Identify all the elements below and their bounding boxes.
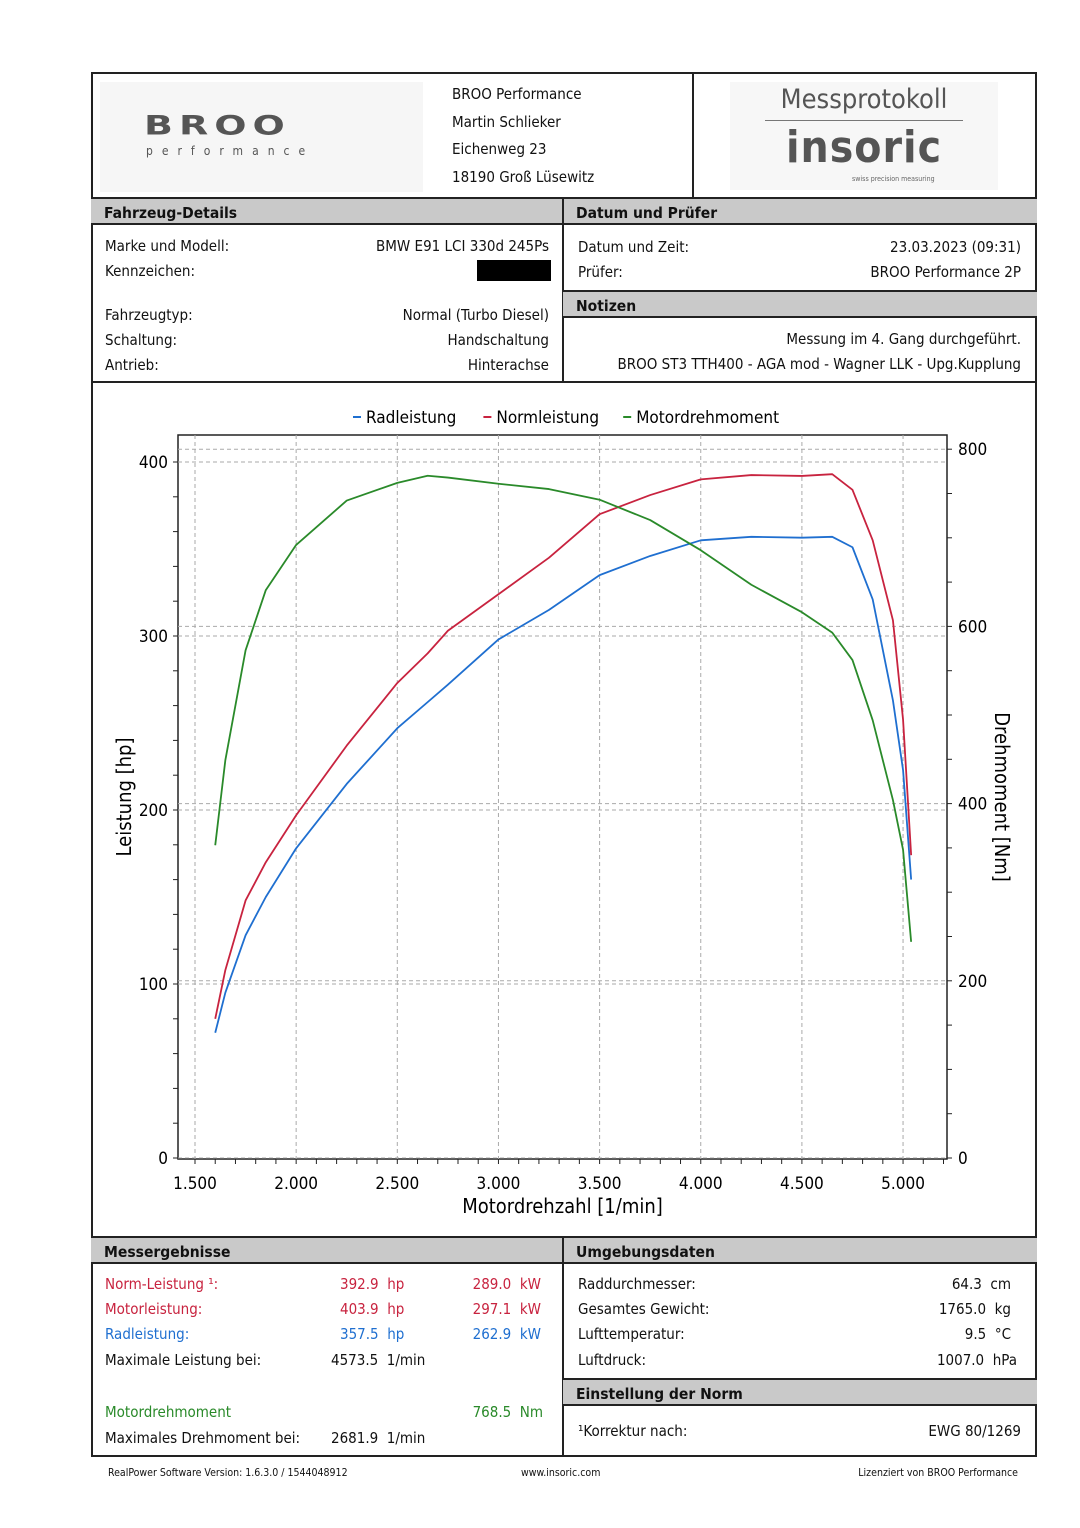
series-line-radleistung <box>214 535 913 1033</box>
divider <box>562 1236 564 1456</box>
series-line-normleistung <box>214 473 913 1019</box>
vehicle-model: BMW E91 LCI 330d 245Ps <box>376 237 549 255</box>
section-results: Messergebnisse <box>91 1236 564 1264</box>
label: Radleistung: <box>105 1325 190 1343</box>
norm-power-hp: 392.9 hp <box>340 1275 405 1293</box>
x-tick-label: 2.000 <box>274 1174 318 1194</box>
broo-logo: BROO performance <box>100 82 423 192</box>
note-line: Messung im 4. Gang durchgeführt. <box>786 330 1021 348</box>
engine-power-kw: 297.1 kW <box>472 1300 541 1318</box>
address-line: 18190 Groß Lüsewitz <box>452 168 595 186</box>
y2-tick-label: 200 <box>958 972 987 992</box>
x-tick-label: 4.000 <box>679 1174 723 1194</box>
y2-tick-label: 800 <box>958 440 987 460</box>
label: Luftdruck: <box>578 1351 647 1369</box>
label: Datum und Zeit: <box>578 238 690 256</box>
date-time: 23.03.2023 (09:31) <box>890 238 1021 256</box>
section-date-examiner: Datum und Prüfer <box>563 197 1037 225</box>
total-weight: 1765.0 kg <box>938 1300 1011 1318</box>
y-tick-label: 0 <box>158 1149 168 1169</box>
label: Fahrzeugtyp: <box>105 306 193 324</box>
address-line: BROO Performance <box>452 85 582 103</box>
y-tick-label: 100 <box>139 975 168 995</box>
address-line: Martin Schlieker <box>452 113 561 131</box>
norm-power-kw: 289.0 kW <box>472 1275 541 1293</box>
label: Lufttemperatur: <box>578 1325 685 1343</box>
max-power-rpm: 4573.5 1/min <box>331 1351 426 1369</box>
x-axis-label: Motordrehzahl [1/min] <box>462 1194 663 1218</box>
wheel-diameter: 64.3 cm <box>951 1275 1011 1293</box>
air-temperature: 9.5 °C <box>964 1325 1011 1343</box>
redacted-plate <box>477 260 551 281</box>
x-tick-label: 1.500 <box>173 1174 217 1194</box>
legend-label: Motordrehmoment <box>636 408 779 428</box>
drivetrain: Hinterachse <box>467 356 549 374</box>
y-tick-label: 300 <box>139 627 168 647</box>
divider <box>692 72 694 199</box>
legend-label: Normleistung <box>496 408 599 428</box>
label: Maximale Leistung bei: <box>105 1351 262 1369</box>
x-tick-label: 4.500 <box>780 1174 824 1194</box>
website-link[interactable]: www.insoric.com <box>521 1467 601 1479</box>
label: Norm-Leistung ¹: <box>105 1275 219 1293</box>
report-frame <box>91 72 1037 1457</box>
y2-tick-label: 400 <box>958 795 987 815</box>
label: Maximales Drehmoment bei: <box>105 1429 301 1447</box>
y-tick-label: 400 <box>139 453 168 473</box>
address-line: Eichenweg 23 <box>452 140 547 158</box>
y2-axis-label: Drehmoment [Nm] <box>990 712 1014 882</box>
transmission: Handschaltung <box>447 331 549 349</box>
x-tick-label: 5.000 <box>881 1174 925 1194</box>
x-tick-label: 3.500 <box>578 1174 622 1194</box>
engine-power-hp: 403.9 hp <box>340 1300 405 1318</box>
y2-tick-label: 0 <box>958 1149 968 1169</box>
plot-area <box>177 434 948 1160</box>
wheel-power-kw: 262.9 kW <box>472 1325 541 1343</box>
label: Antrieb: <box>105 356 159 374</box>
x-tick-label: 2.500 <box>375 1174 419 1194</box>
x-tick-label: 3.000 <box>477 1174 521 1194</box>
examiner: BROO Performance 2P <box>870 263 1021 281</box>
software-version: RealPower Software Version: 1.6.3.0 / 15… <box>108 1467 348 1479</box>
series-line-motordrehmoment <box>214 474 913 942</box>
wheel-power-hp: 357.5 hp <box>340 1325 405 1343</box>
air-pressure: 1007.0 hPa <box>936 1351 1017 1369</box>
license-text: Lizenziert von BROO Performance <box>858 1467 1018 1479</box>
section-norm-setting: Einstellung der Norm <box>563 1378 1037 1406</box>
label: Raddurchmesser: <box>578 1275 696 1293</box>
correction-norm: EWG 80/1269 <box>928 1422 1021 1440</box>
y2-tick-label: 600 <box>958 617 987 637</box>
max-torque-rpm: 2681.9 1/min <box>331 1429 426 1447</box>
label: Kennzeichen: <box>105 262 196 280</box>
label: Gesamtes Gewicht: <box>578 1300 710 1318</box>
legend-label: Radleistung <box>366 408 456 428</box>
label: Marke und Modell: <box>105 237 230 255</box>
label: Motorleistung: <box>105 1300 203 1318</box>
note-line: BROO ST3 TTH400 - AGA mod - Wagner LLK -… <box>617 355 1022 373</box>
label: Prüfer: <box>578 263 623 281</box>
label: Schaltung: <box>105 331 178 349</box>
label: Motordrehmoment <box>105 1403 232 1421</box>
torque-value: 768.5 Nm <box>472 1403 543 1421</box>
section-notes: Notizen <box>563 290 1037 318</box>
dyno-chart: 1.500 2.000 2.500 3.000 3.500 4.000 4.500 5.000… <box>112 408 1014 1218</box>
label: ¹Korrektur nach: <box>578 1422 688 1440</box>
section-vehicle-details: Fahrzeug-Details <box>91 197 564 225</box>
divider <box>91 381 1037 383</box>
section-environment: Umgebungsdaten <box>563 1236 1037 1264</box>
protocol-title: Messprotokoll <box>780 84 948 115</box>
y-axis-label: Leistung [hp] <box>112 738 136 857</box>
vehicle-type: Normal (Turbo Diesel) <box>402 306 549 324</box>
insoric-logo: Messprotokoll insoric swiss precision me… <box>730 82 998 190</box>
y-tick-label: 200 <box>139 801 168 821</box>
